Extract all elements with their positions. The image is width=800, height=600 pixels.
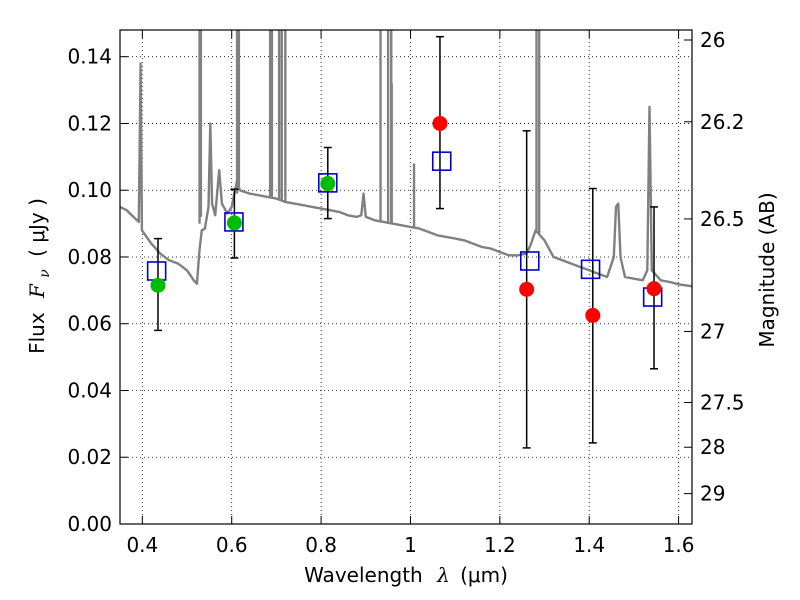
model-photometry-square <box>224 212 244 232</box>
observed-point-green <box>150 277 166 293</box>
x-tick-label: 0.4 <box>126 533 158 557</box>
model-photometry-square <box>431 151 452 171</box>
x-tick-label: 0.6 <box>216 533 248 557</box>
model-photometry-square <box>146 261 167 281</box>
observed-point-green <box>320 176 336 192</box>
x-tick-label: 1 <box>404 533 417 557</box>
y-tick-label: 0.04 <box>67 378 112 402</box>
mag-tick-label: 27 <box>700 319 725 343</box>
mag-tick-label: 29 <box>700 482 725 506</box>
error-bars <box>153 35 659 449</box>
x-axis-label-symbol: λ <box>436 563 450 587</box>
model-photometry-square <box>519 251 540 271</box>
spectrum-line <box>119 62 693 288</box>
x-tick-label: 1.6 <box>663 533 695 557</box>
model-photometry-square <box>317 173 338 193</box>
y2-axis-label: Magnitude (AB) <box>755 192 779 347</box>
model-points <box>146 151 663 307</box>
x-tick-label: 0.8 <box>305 533 337 557</box>
observed-point-green <box>226 215 242 231</box>
x-tick-label: 1.2 <box>484 533 516 557</box>
y-tick-label: 0.02 <box>67 445 112 469</box>
observed-points <box>150 115 662 323</box>
x-axis-label-text: Wavelength <box>304 563 423 587</box>
y-tick-label: 0.12 <box>67 111 112 135</box>
observed-point-red <box>519 281 535 297</box>
mag-tick-label: 26 <box>700 28 725 52</box>
observed-point-red <box>432 115 448 131</box>
observed-point-red <box>585 307 601 323</box>
x-axis-label: Wavelength λ (μm) <box>304 563 508 587</box>
model-photometry-square <box>580 259 601 280</box>
y-axis-label-symbol: F <box>25 283 49 299</box>
x-tick-label: 1.4 <box>573 533 605 557</box>
y-axis-label: Flux F ν ( μJy ) <box>25 198 54 354</box>
model-spectrum <box>119 30 693 288</box>
mag-tick-label: 26.5 <box>700 207 745 231</box>
mag-tick-label: 26.2 <box>700 110 745 134</box>
y-tick-label: 0.06 <box>67 312 112 336</box>
y-tick-label: 0.08 <box>67 245 112 269</box>
mag-tick-label: 28 <box>700 435 725 459</box>
y-axis-label-text: Flux <box>25 312 49 354</box>
y-axis-label-unit: ( μJy ) <box>25 198 49 257</box>
y-tick-label: 0.00 <box>67 512 112 536</box>
x-axis-label-unit: (μm) <box>460 563 508 587</box>
observed-point-red <box>646 281 662 297</box>
y-tick-label: 0.10 <box>67 178 112 202</box>
mag-tick-label: 27.5 <box>700 391 745 415</box>
axis-ticks: 0.4 0.6 0.8 1 1.2 1.4 1.6 0.00 0.02 0.04 0.06 0.08 0… <box>67 28 744 557</box>
y-axis-label-subscript: ν <box>37 269 53 278</box>
y-tick-label: 0.14 <box>67 45 112 69</box>
plot-frame <box>119 29 693 525</box>
